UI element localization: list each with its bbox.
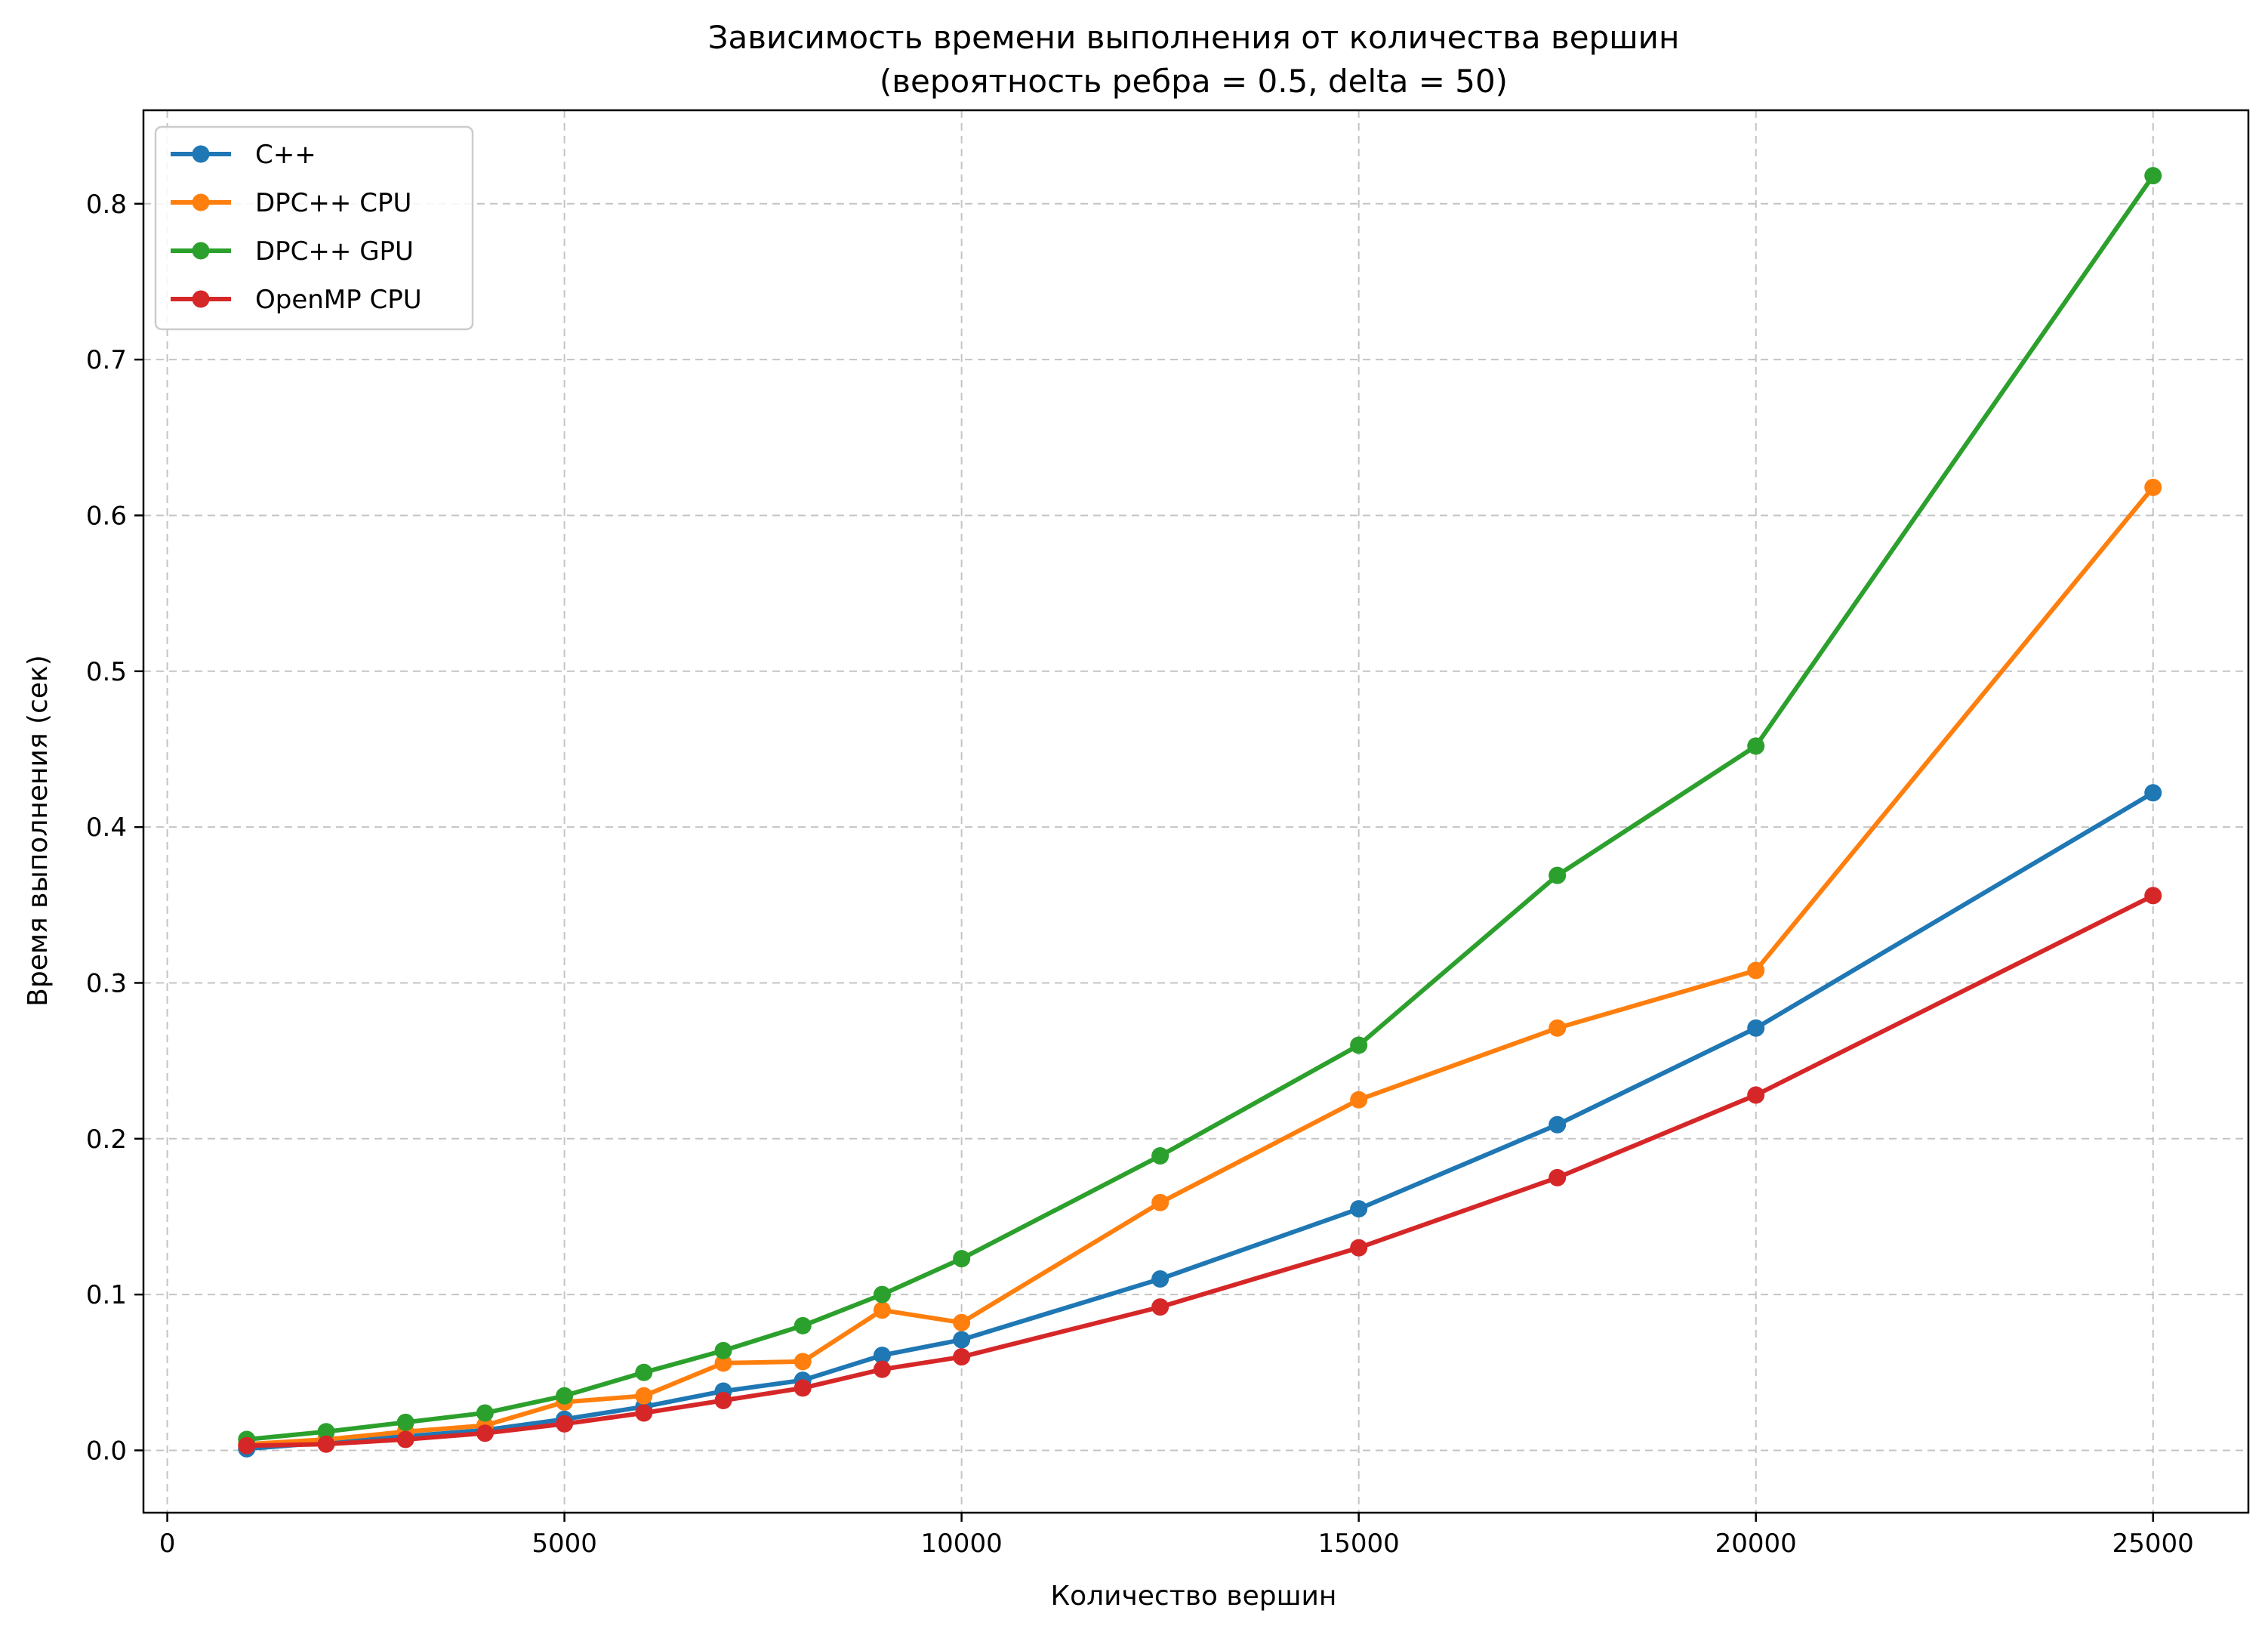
y-tick-label: 0.5 <box>86 657 127 687</box>
data-point <box>317 1435 335 1453</box>
data-point <box>1548 1168 1567 1186</box>
y-tick-label: 0.6 <box>86 501 127 531</box>
legend-marker <box>192 145 210 163</box>
data-point <box>714 1391 732 1409</box>
legend-marker <box>192 242 210 260</box>
series-layer <box>238 167 2162 1458</box>
y-tick-label: 0.3 <box>86 968 127 998</box>
legend: C++ DPC++ CPU DPC++ GPU OpenMP CPU <box>154 125 474 331</box>
series-line <box>244 485 2156 1447</box>
x-axis-label: Количество вершин <box>1051 1581 1337 1612</box>
series-line <box>244 893 2156 1449</box>
data-point <box>714 1354 732 1372</box>
y-tick-label: 0.4 <box>86 813 127 843</box>
legend-marker <box>192 193 210 211</box>
plot-frame <box>142 109 2250 1514</box>
data-point <box>1747 961 1765 980</box>
legend-label: DPC++ CPU <box>255 188 411 218</box>
data-point <box>714 1341 732 1359</box>
data-point <box>2144 478 2162 496</box>
data-point <box>873 1347 891 1365</box>
data-point <box>635 1387 653 1405</box>
data-point <box>238 1436 256 1455</box>
data-point <box>1747 737 1765 755</box>
data-point <box>635 1363 653 1381</box>
y-tick-label: 0.8 <box>86 190 127 220</box>
data-point <box>1747 1019 1765 1037</box>
data-point <box>953 1313 971 1331</box>
x-tick-label: 5000 <box>532 1529 597 1559</box>
data-point <box>873 1360 891 1378</box>
data-point <box>1747 1086 1765 1104</box>
y-tick-label: 0.1 <box>86 1280 127 1310</box>
data-point <box>953 1331 971 1349</box>
x-tick-label: 15000 <box>1318 1529 1400 1559</box>
data-point <box>2144 784 2162 802</box>
data-point <box>396 1430 414 1449</box>
data-point <box>873 1285 891 1304</box>
data-point <box>1548 1019 1567 1037</box>
series-DPC++ GPU <box>238 167 2162 1449</box>
data-point <box>793 1353 812 1371</box>
chart-subtitle: (вероятность ребра = 0.5, delta = 50) <box>880 63 1508 100</box>
data-point <box>793 1316 812 1334</box>
data-point <box>1151 1193 1169 1211</box>
data-point <box>1350 1036 1368 1054</box>
data-point <box>556 1387 574 1405</box>
legend-marker <box>192 290 210 308</box>
series-line <box>244 790 2156 1452</box>
legend-box <box>154 125 474 331</box>
legend-label: C++ <box>255 140 316 170</box>
data-point <box>873 1301 891 1319</box>
data-point <box>2144 167 2162 185</box>
data-point <box>396 1413 414 1431</box>
data-point <box>793 1379 812 1397</box>
legend-label: DPC++ GPU <box>255 236 414 267</box>
data-point <box>635 1404 653 1422</box>
y-axis-label: Время выполнения (сек) <box>23 655 54 1007</box>
x-tick-label: 20000 <box>1715 1529 1797 1559</box>
x-tick-label: 25000 <box>2112 1529 2194 1559</box>
series-OpenMP CPU <box>238 887 2162 1455</box>
data-point <box>1151 1146 1169 1165</box>
series-line <box>244 173 2156 1442</box>
x-tick-label: 10000 <box>921 1529 1003 1559</box>
data-point <box>2144 887 2162 905</box>
data-point <box>476 1404 494 1422</box>
data-point <box>1548 1115 1567 1134</box>
data-point <box>1151 1298 1169 1316</box>
series-C++ <box>238 784 2162 1458</box>
y-tick-label: 0.0 <box>86 1436 127 1466</box>
data-point <box>1350 1200 1368 1218</box>
y-tick-label: 0.7 <box>86 345 127 375</box>
axis-ticks: 0 5000 10000 15000 20000 25000 0.0 0.1 0.2 0.3 0.4… <box>86 190 2194 1559</box>
x-tick-label: 0 <box>159 1529 176 1559</box>
data-point <box>476 1424 494 1442</box>
legend-label: OpenMP CPU <box>255 285 422 315</box>
data-point <box>556 1415 574 1433</box>
data-point <box>953 1250 971 1268</box>
y-tick-label: 0.2 <box>86 1125 127 1155</box>
chart-title: Зависимость времени выполнения от количе… <box>708 19 1680 56</box>
data-point <box>1548 866 1567 884</box>
data-point <box>1350 1091 1368 1109</box>
data-point <box>953 1348 971 1366</box>
series-DPC++ CPU <box>238 478 2162 1453</box>
data-point <box>1151 1270 1169 1288</box>
data-point <box>317 1423 335 1441</box>
data-point <box>1350 1239 1368 1257</box>
